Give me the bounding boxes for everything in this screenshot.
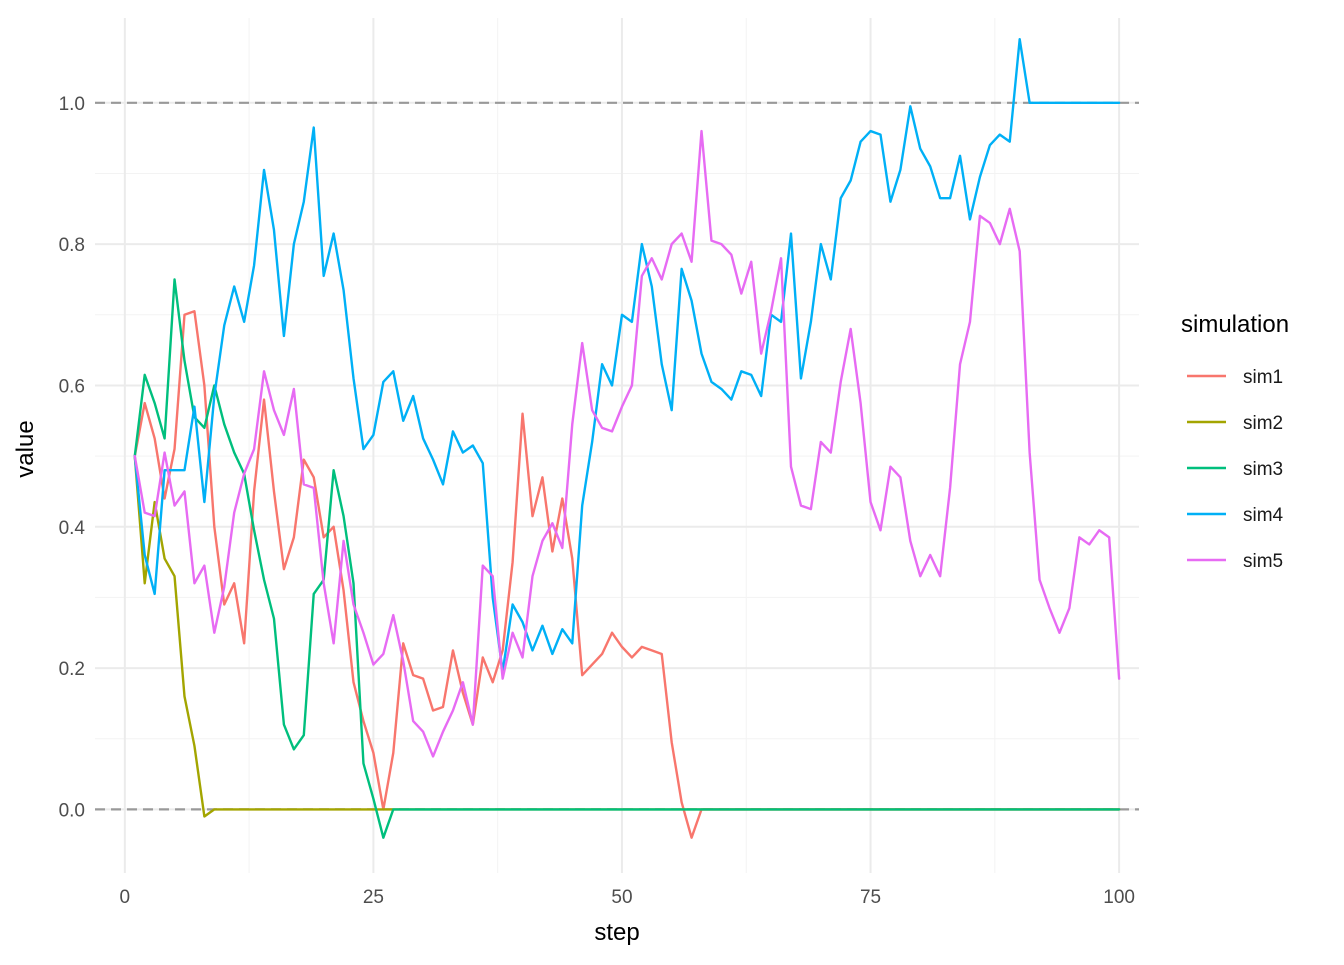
series-line-sim5 xyxy=(133,129,1121,758)
legend-label-sim3: sim3 xyxy=(1243,459,1283,480)
legend-label-sim5: sim5 xyxy=(1243,551,1283,572)
legend: simulation sim1 sim2 sim3 sim4 sim5 xyxy=(1181,311,1289,572)
y-tick-label: 0.0 xyxy=(59,800,85,821)
legend-label-sim1: sim1 xyxy=(1243,367,1283,388)
legend-label-sim4: sim4 xyxy=(1243,505,1284,526)
x-axis-title: step xyxy=(594,919,639,946)
series-line-sim1 xyxy=(133,310,1121,839)
series-line-sim3 xyxy=(133,278,1121,839)
y-tick-label: 1.0 xyxy=(59,94,85,115)
y-tick-label: 0.8 xyxy=(59,235,85,256)
x-tick-label: 50 xyxy=(611,887,632,908)
x-tick-label: 25 xyxy=(363,887,384,908)
y-tick-label: 0.4 xyxy=(59,518,86,539)
y-tick-label: 0.2 xyxy=(59,659,85,680)
x-tick-label: 75 xyxy=(860,887,881,908)
axes: 0 25 50 75 100 0.0 0.2 0.4 0.6 0.8 1.0 xyxy=(59,94,1135,908)
gridlines xyxy=(95,18,1139,873)
y-tick-label: 0.6 xyxy=(59,376,85,397)
series-lines xyxy=(133,38,1121,839)
legend-title: simulation xyxy=(1181,311,1289,338)
y-axis-title: value xyxy=(12,420,39,477)
x-tick-label: 0 xyxy=(120,887,131,908)
series-line-sim4 xyxy=(133,38,1121,673)
legend-label-sim2: sim2 xyxy=(1243,413,1283,434)
legend-items: sim1 sim2 sim3 sim4 sim5 xyxy=(1187,367,1284,572)
series-line-sim2 xyxy=(133,454,1121,818)
x-tick-label: 100 xyxy=(1103,887,1135,908)
